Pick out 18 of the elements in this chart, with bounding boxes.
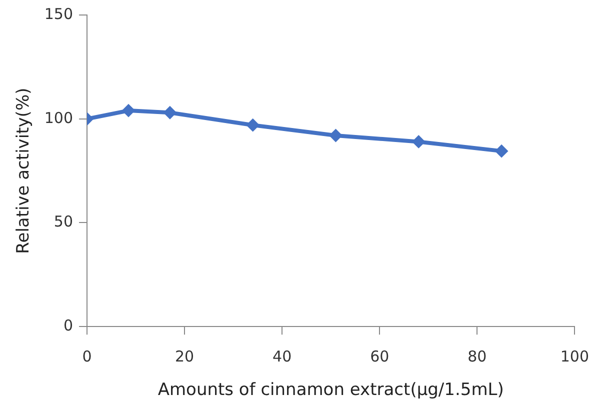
y-tick-label: 50 (54, 212, 74, 231)
point (495, 144, 508, 158)
x-tick-label: 0 (82, 347, 92, 366)
point (122, 104, 135, 118)
x-tick-label: 80 (468, 347, 487, 366)
x-tick-label: 100 (560, 347, 590, 366)
y-tick-label: 100 (44, 108, 74, 127)
point (246, 118, 260, 132)
y-tick-label: 150 (44, 4, 74, 23)
point (412, 135, 426, 148)
x-tick-label: 20 (175, 347, 194, 366)
x-tick-label: 40 (272, 347, 292, 366)
y-axis-title: Relative activity(%) (14, 88, 34, 254)
point (163, 106, 176, 120)
point (329, 128, 342, 142)
x-tick-label: 60 (370, 347, 390, 366)
y-tick-label: 0 (63, 316, 74, 334)
x-axis-title: Amounts of cinnamon extract(μg/1.5mL) (158, 380, 504, 400)
